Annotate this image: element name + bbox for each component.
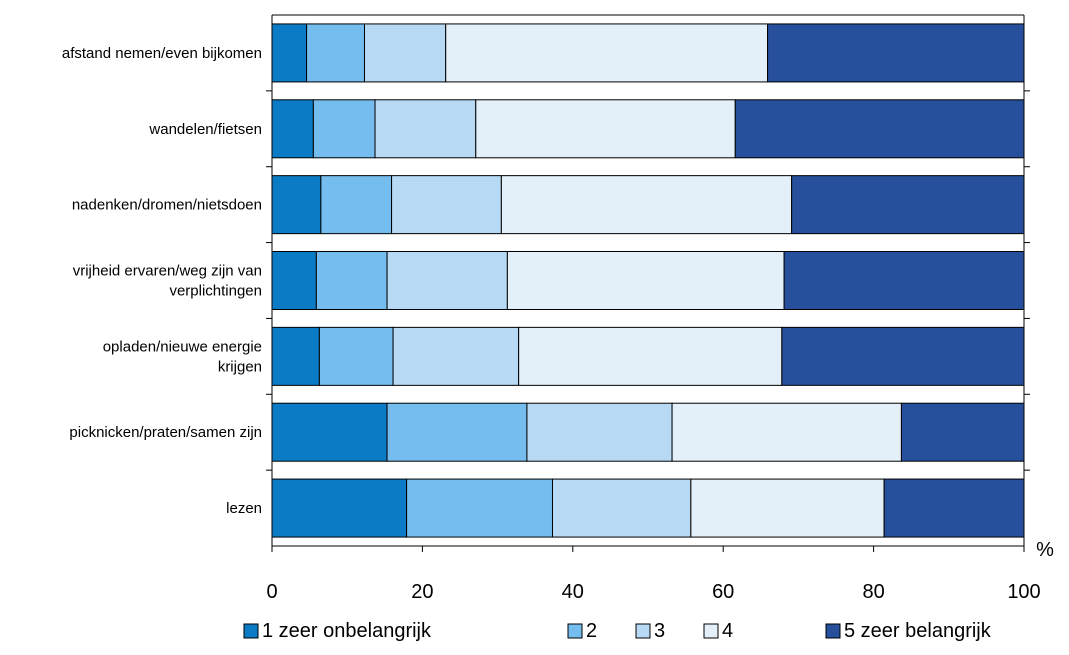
legend-label-5: 5 zeer belangrijk <box>844 620 992 642</box>
bar-segment-4-5 <box>783 251 1025 310</box>
bar-segment-1-2 <box>306 23 365 83</box>
x-tick-label: 40 <box>562 581 584 603</box>
bar-segment-6-3 <box>526 402 673 462</box>
legend-swatch-2 <box>567 623 583 639</box>
bar-segment-3-4 <box>500 175 793 235</box>
legend-swatch-3 <box>635 623 651 639</box>
bar-segment-1-5 <box>767 23 1025 83</box>
bar-segment-7-5 <box>883 478 1025 538</box>
category-label: picknicken/praten/samen zijn <box>69 424 262 441</box>
legend: 1 zeer onbelangrijk 2 3 4 5 zeer belangrijk <box>243 620 992 642</box>
category-label: opladen/nieuwe energie krijgen <box>103 338 262 375</box>
bars-layer <box>271 23 1025 538</box>
x-axis-unit: % <box>1036 539 1054 561</box>
bar-segment-2-4 <box>475 99 736 159</box>
category-labels: afstand nemen/even bijkomen wandelen/fiet… <box>62 45 262 517</box>
x-tick-label: 100 <box>1007 581 1040 603</box>
bar-segment-2-1 <box>271 99 314 159</box>
bar-segment-3-3 <box>391 175 502 235</box>
category-label-line: lezen <box>226 500 262 517</box>
category-label: wandelen/fietsen <box>148 121 262 138</box>
category-label-line: opladen/nieuwe energie <box>103 338 262 355</box>
bar-segment-1-1 <box>271 23 308 83</box>
legend-label-3: 3 <box>654 620 665 642</box>
bar-segment-5-1 <box>271 326 320 386</box>
bar-segment-7-4 <box>690 478 885 538</box>
bar-segment-7-3 <box>551 478 692 538</box>
bar-segment-3-1 <box>271 175 322 235</box>
bar-segment-7-2 <box>406 478 553 538</box>
category-label: nadenken/dromen/nietsdoen <box>72 197 262 214</box>
legend-swatch-4 <box>703 623 719 639</box>
bar-segment-6-1 <box>271 402 388 462</box>
x-tick-label: 0 <box>266 581 277 603</box>
bar-segment-5-4 <box>518 326 783 386</box>
category-label-line: picknicken/praten/samen zijn <box>69 424 262 441</box>
category-label-line: afstand nemen/even bijkomen <box>62 45 262 62</box>
bar-segment-4-4 <box>506 251 785 310</box>
category-label: afstand nemen/even bijkomen <box>62 45 262 62</box>
bar-segment-4-1 <box>271 251 317 310</box>
bar-segment-1-3 <box>363 23 447 83</box>
x-tick-label: 20 <box>411 581 433 603</box>
category-label-line: verplichtingen <box>169 283 262 300</box>
category-label-line: krijgen <box>218 358 262 375</box>
category-label-line: nadenken/dromen/nietsdoen <box>72 197 262 214</box>
bar-segment-6-2 <box>386 402 528 462</box>
category-label-line: vrijheid ervaren/weg zijn van <box>73 263 262 280</box>
bar-segment-3-2 <box>320 175 393 235</box>
bar-segment-2-2 <box>312 99 376 159</box>
legend-label-4: 4 <box>722 620 733 642</box>
legend-swatch-5 <box>825 623 841 639</box>
category-label: lezen <box>226 500 262 517</box>
bar-segment-6-4 <box>671 402 902 462</box>
x-axis: 0 20 40 60 80 100 <box>266 14 1041 603</box>
legend-label-2: 2 <box>586 620 597 642</box>
bar-segment-2-3 <box>374 99 477 159</box>
legend-swatch-1 <box>243 623 259 639</box>
bar-segment-4-2 <box>315 251 388 310</box>
x-tick-label: 60 <box>712 581 734 603</box>
bar-segment-2-5 <box>734 99 1025 159</box>
bar-segment-7-1 <box>271 478 408 538</box>
category-label-line: wandelen/fietsen <box>148 121 262 138</box>
x-tick-label: 80 <box>862 581 884 603</box>
bar-segment-6-5 <box>900 402 1025 462</box>
bar-segment-1-4 <box>445 23 769 83</box>
bar-segment-3-5 <box>791 175 1025 235</box>
bar-segment-4-3 <box>386 251 508 310</box>
bar-segment-5-3 <box>392 326 520 386</box>
bar-segment-5-2 <box>318 326 394 386</box>
bar-segment-5-5 <box>781 326 1025 386</box>
legend-label-1: 1 zeer onbelangrijk <box>262 620 432 642</box>
category-label: vrijheid ervaren/weg zijn van verplichtin… <box>73 263 262 300</box>
